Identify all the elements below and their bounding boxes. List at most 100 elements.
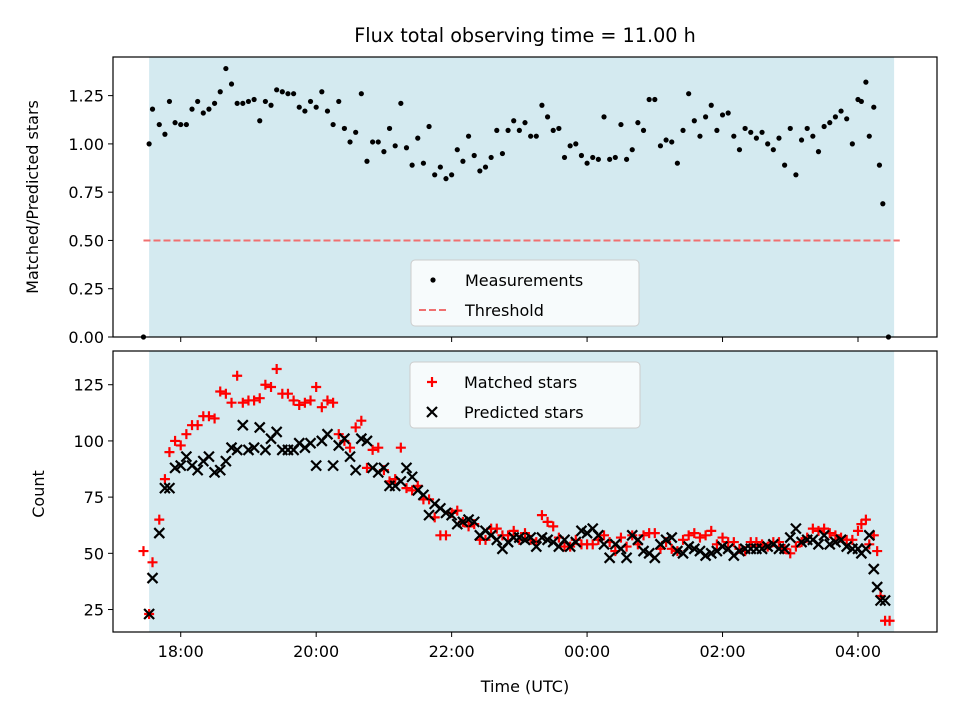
top-measurements-point — [635, 120, 641, 126]
bottom-predicted-stars-point — [417, 489, 430, 501]
top-measurements-point — [612, 154, 618, 161]
top-measurements-point — [353, 129, 359, 135]
bottom-matched-stars-point — [350, 422, 361, 433]
x-tick-label: 02:00 — [699, 642, 745, 661]
top-measurements-point — [426, 123, 432, 130]
top-measurements-point — [804, 125, 810, 132]
bottom-predicted-stars-point — [349, 464, 362, 476]
top-measurements-point — [251, 96, 257, 103]
bottom-predicted-stars-point — [874, 594, 887, 607]
top-measurements-point — [162, 131, 168, 137]
bottom-legend-item-marker — [426, 406, 438, 418]
bottom-predicted-stars-point — [778, 543, 791, 555]
bottom-predicted-stars-point — [231, 444, 243, 456]
top-measurements-point — [815, 149, 822, 155]
x-tick-label: 22:00 — [429, 642, 475, 661]
bottom-matched-stars-point — [508, 525, 519, 536]
bottom-matched-stars-point — [159, 474, 170, 485]
bottom-predicted-stars-point — [327, 459, 339, 472]
top-measurements-point — [166, 98, 173, 105]
top-measurements-point — [146, 141, 152, 147]
top-measurements-point — [821, 123, 827, 130]
top-measurements-point — [381, 149, 387, 155]
bottom-predicted-stars-point — [361, 435, 373, 447]
top-measurements-point — [178, 121, 184, 128]
bottom-matched-stars-point — [373, 442, 384, 453]
top-measurements-point — [465, 133, 472, 139]
bottom-matched-stars-point — [367, 444, 378, 455]
bottom-predicted-stars-point — [310, 459, 322, 472]
bottom-matched-stars-point — [294, 399, 305, 410]
top-measurements-point — [392, 143, 398, 149]
top-measurements-point — [810, 133, 816, 139]
top-measurements-point — [832, 114, 839, 120]
bottom-predicted-stars-point — [603, 552, 616, 564]
bottom-predicted-stars-point — [863, 529, 876, 542]
bottom-matched-stars-point — [305, 395, 316, 406]
top-measurements-point — [680, 127, 686, 133]
top-measurements-point — [573, 141, 579, 147]
top-measurements-point — [793, 172, 799, 178]
bottom-panel: 18:00 20:00 22:00 00:00 02:00 04:00 25 50 75 100 1… — [73, 350, 938, 661]
bottom-matched-stars-point — [154, 514, 165, 525]
bottom-predicted-stars-point — [784, 531, 797, 544]
top-measurements-point — [584, 160, 590, 166]
top-measurements-point — [787, 125, 793, 132]
top-y-tick-label: 0.50 — [68, 231, 104, 250]
top-measurements-point — [217, 89, 223, 95]
top-legend-item-label: Threshold — [464, 301, 544, 320]
top-measurements-point — [849, 141, 855, 147]
top-measurements-point — [291, 91, 297, 97]
bottom-matched-stars-point — [288, 395, 299, 406]
top-measurements-point — [623, 156, 630, 162]
top-measurements-point — [319, 89, 325, 95]
bottom-axes-frame — [112, 350, 938, 633]
bottom-matched-stars-point — [638, 530, 649, 541]
bottom-predicted-stars-point — [270, 426, 283, 438]
top-measurements-point — [505, 127, 511, 133]
top-measurements-point — [449, 172, 455, 178]
bottom-predicted-stars-point — [304, 437, 317, 449]
bottom-matched-stars-point — [333, 429, 344, 440]
bottom-predicted-stars-point — [530, 540, 543, 553]
top-measurements-point — [279, 89, 285, 95]
top-measurements-point — [245, 98, 252, 105]
bottom-matched-stars-point — [271, 363, 282, 374]
bottom-matched-stars-point — [232, 370, 243, 381]
top-measurements-point — [640, 127, 647, 133]
bottom-matched-stars-point — [587, 539, 598, 550]
bottom-matched-stars-point — [694, 532, 705, 543]
bottom-predicted-stars-point — [615, 543, 627, 555]
top-measurements-point — [313, 104, 319, 110]
bottom-matched-stars-point — [790, 541, 801, 552]
top-measurements-point — [471, 152, 477, 159]
top-legend: Measurements Threshold — [410, 259, 640, 327]
top-measurements-point — [386, 125, 393, 132]
top-y-tick-label: 1.00 — [68, 135, 104, 154]
top-measurements-point — [866, 133, 872, 139]
top-measurements-point — [257, 118, 263, 124]
top-measurements-point — [296, 104, 302, 110]
bottom-matched-stars-point — [322, 395, 333, 406]
top-measurements-point — [863, 79, 869, 85]
bottom-matched-stars-point — [856, 519, 867, 530]
bottom-predicted-stars-point — [871, 581, 883, 593]
top-measurements-point — [156, 121, 162, 128]
bottom-matched-stars-point — [424, 494, 435, 505]
top-measurements-point — [652, 96, 658, 103]
bottom-predicted-stars-point — [159, 482, 171, 494]
bottom-legend-item-label: Predicted stars — [464, 403, 584, 422]
bottom-predicted-stars-point — [203, 450, 215, 463]
top-measurements-point — [460, 158, 466, 164]
bottom-predicted-stars-point — [400, 462, 413, 474]
bottom-matched-stars-point — [254, 393, 265, 404]
bottom-predicted-stars-point — [237, 419, 249, 431]
bottom-matched-stars-point — [480, 534, 491, 545]
top-measurements-point — [556, 125, 562, 132]
top-measurements-point — [200, 110, 206, 116]
top-measurements-point — [880, 201, 886, 207]
bottom-matched-stars-point — [237, 397, 248, 408]
bottom-legend: Matched stars Predicted stars — [409, 361, 641, 429]
bottom-predicted-stars-point — [570, 536, 582, 548]
